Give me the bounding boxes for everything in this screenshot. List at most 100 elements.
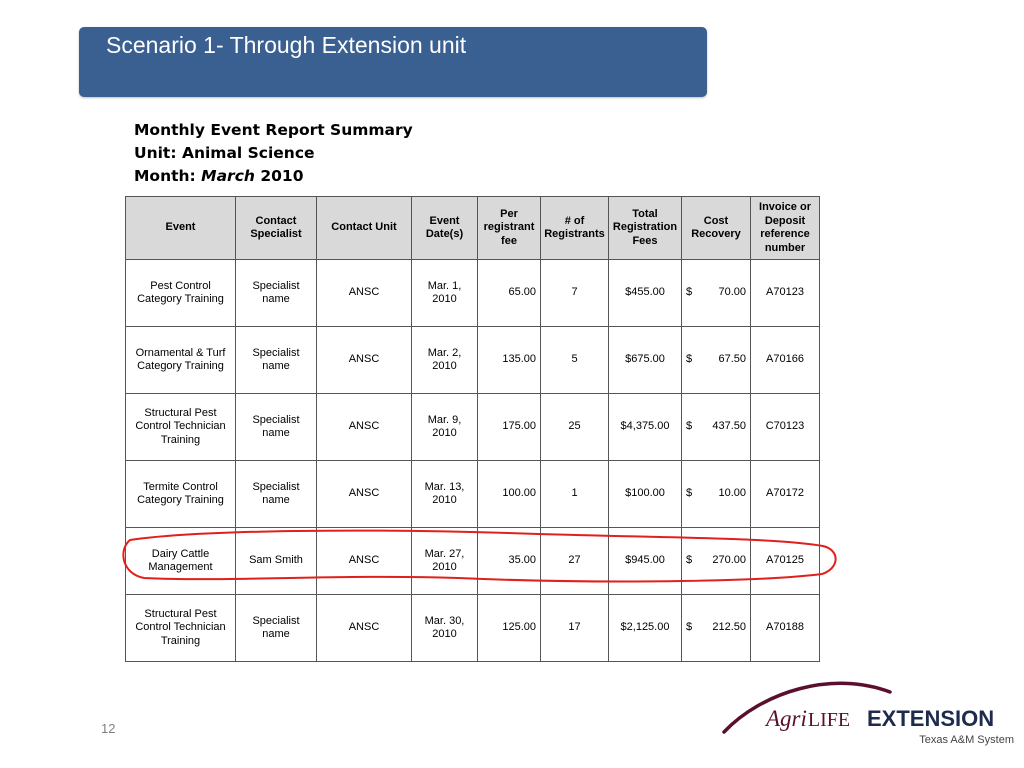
specialist-cell: Specialist name — [235, 259, 317, 327]
fee-cell: 135.00 — [477, 326, 541, 394]
registrants-cell: 17 — [540, 594, 609, 662]
report-unit-line: Unit: Animal Science — [134, 142, 413, 165]
svg-text:AgriLIFE: AgriLIFE — [764, 706, 850, 731]
specialist-cell: Specialist name — [235, 594, 317, 662]
unit-cell: ANSC — [316, 594, 412, 662]
unit-cell: ANSC — [316, 527, 412, 595]
table-row: Termite Control Category Training Specia… — [125, 460, 820, 528]
specialist-cell: Specialist name — [235, 326, 317, 394]
unit-cell: ANSC — [316, 259, 412, 327]
unit-label: Unit: — [134, 144, 177, 162]
cost-amount: 70.00 — [718, 286, 746, 299]
table-row: Ornamental & Turf Category Training Spec… — [125, 326, 820, 394]
cost-currency: $ — [686, 286, 693, 299]
event-cell: Termite Control Category Training — [125, 460, 236, 528]
reference-cell: A70188 — [750, 594, 820, 662]
reference-cell: A70123 — [750, 259, 820, 327]
date-cell: Mar. 9, 2010 — [411, 393, 478, 461]
report-heading: Monthly Event Report Summary — [134, 121, 413, 139]
event-cell: Dairy Cattle Management — [125, 527, 236, 595]
event-cell: Ornamental & Turf Category Training — [125, 326, 236, 394]
event-report-table: Event Contact Specialist Contact Unit Ev… — [125, 196, 820, 662]
total-fees-cell: $2,125.00 — [608, 594, 682, 662]
fee-cell: 65.00 — [477, 259, 541, 327]
column-header: Cost Recovery — [681, 196, 751, 260]
table-row: Pest Control Category Training Specialis… — [125, 259, 820, 327]
reference-cell: A70125 — [750, 527, 820, 595]
cost-recovery-cell: $70.00 — [681, 259, 751, 327]
month-year: 2010 — [260, 167, 304, 185]
registrants-cell: 1 — [540, 460, 609, 528]
month-name: March — [201, 167, 255, 185]
unit-value: Animal Science — [181, 144, 315, 162]
reference-cell: A70172 — [750, 460, 820, 528]
slide-title: Scenario 1- Through Extension unit — [106, 32, 467, 58]
cost-amount: 10.00 — [718, 487, 746, 500]
slide-title-bar: Scenario 1- Through Extension unit — [79, 27, 707, 97]
total-fees-cell: $945.00 — [608, 527, 682, 595]
date-cell: Mar. 13, 2010 — [411, 460, 478, 528]
agrilife-extension-logo: AgriLIFE EXTENSION Texas A&M System — [722, 681, 1014, 746]
cost-recovery-cell: $67.50 — [681, 326, 751, 394]
column-header: Invoice or Deposit reference number — [750, 196, 820, 260]
month-label: Month: — [134, 167, 196, 185]
fee-cell: 125.00 — [477, 594, 541, 662]
cost-recovery-cell: $270.00 — [681, 527, 751, 595]
logo-tagline: Texas A&M System — [919, 734, 1014, 746]
cost-currency: $ — [686, 487, 693, 500]
column-header: Per registrant fee — [477, 196, 541, 260]
date-cell: Mar. 1, 2010 — [411, 259, 478, 327]
cost-currency: $ — [686, 554, 693, 567]
cost-amount: 67.50 — [718, 353, 746, 366]
report-month-line: Month: March 2010 — [134, 165, 413, 188]
total-fees-cell: $675.00 — [608, 326, 682, 394]
specialist-cell: Specialist name — [235, 460, 317, 528]
cost-amount: 212.50 — [712, 621, 746, 634]
fee-cell: 35.00 — [477, 527, 541, 595]
cost-recovery-cell: $212.50 — [681, 594, 751, 662]
page-number: 12 — [101, 721, 116, 736]
cost-amount: 437.50 — [712, 420, 746, 433]
date-cell: Mar. 2, 2010 — [411, 326, 478, 394]
logo-life: LIFE — [808, 709, 850, 731]
date-cell: Mar. 27, 2010 — [411, 527, 478, 595]
event-cell: Structural Pest Control Technician Train… — [125, 393, 236, 461]
column-header: Total Registration Fees — [608, 196, 682, 260]
column-header: # of Registrants — [540, 196, 609, 260]
column-header: Event Date(s) — [411, 196, 478, 260]
unit-cell: ANSC — [316, 393, 412, 461]
registrants-cell: 25 — [540, 393, 609, 461]
event-cell: Pest Control Category Training — [125, 259, 236, 327]
table-row: Structural Pest Control Technician Train… — [125, 594, 820, 662]
fee-cell: 175.00 — [477, 393, 541, 461]
date-cell: Mar. 30, 2010 — [411, 594, 478, 662]
specialist-cell: Specialist name — [235, 393, 317, 461]
unit-cell: ANSC — [316, 460, 412, 528]
total-fees-cell: $4,375.00 — [608, 393, 682, 461]
reference-cell: A70166 — [750, 326, 820, 394]
unit-cell: ANSC — [316, 326, 412, 394]
column-header: Contact Specialist — [235, 196, 317, 260]
cost-currency: $ — [686, 621, 693, 634]
specialist-cell: Sam Smith — [235, 527, 317, 595]
event-cell: Structural Pest Control Technician Train… — [125, 594, 236, 662]
table-row: Structural Pest Control Technician Train… — [125, 393, 820, 461]
registrants-cell: 5 — [540, 326, 609, 394]
cost-currency: $ — [686, 353, 693, 366]
fee-cell: 100.00 — [477, 460, 541, 528]
logo-extension: EXTENSION — [867, 706, 994, 731]
cost-amount: 270.00 — [712, 554, 746, 567]
reference-cell: C70123 — [750, 393, 820, 461]
total-fees-cell: $100.00 — [608, 460, 682, 528]
cost-recovery-cell: $10.00 — [681, 460, 751, 528]
cost-currency: $ — [686, 420, 693, 433]
column-header: Event — [125, 196, 236, 260]
registrants-cell: 7 — [540, 259, 609, 327]
total-fees-cell: $455.00 — [608, 259, 682, 327]
table-header-row: Event Contact Specialist Contact Unit Ev… — [125, 196, 820, 260]
registrants-cell: 27 — [540, 527, 609, 595]
column-header: Contact Unit — [316, 196, 412, 260]
cost-recovery-cell: $437.50 — [681, 393, 751, 461]
table-row-highlighted: Dairy Cattle Management Sam Smith ANSC M… — [125, 527, 820, 595]
logo-agri: Agri — [764, 706, 807, 731]
